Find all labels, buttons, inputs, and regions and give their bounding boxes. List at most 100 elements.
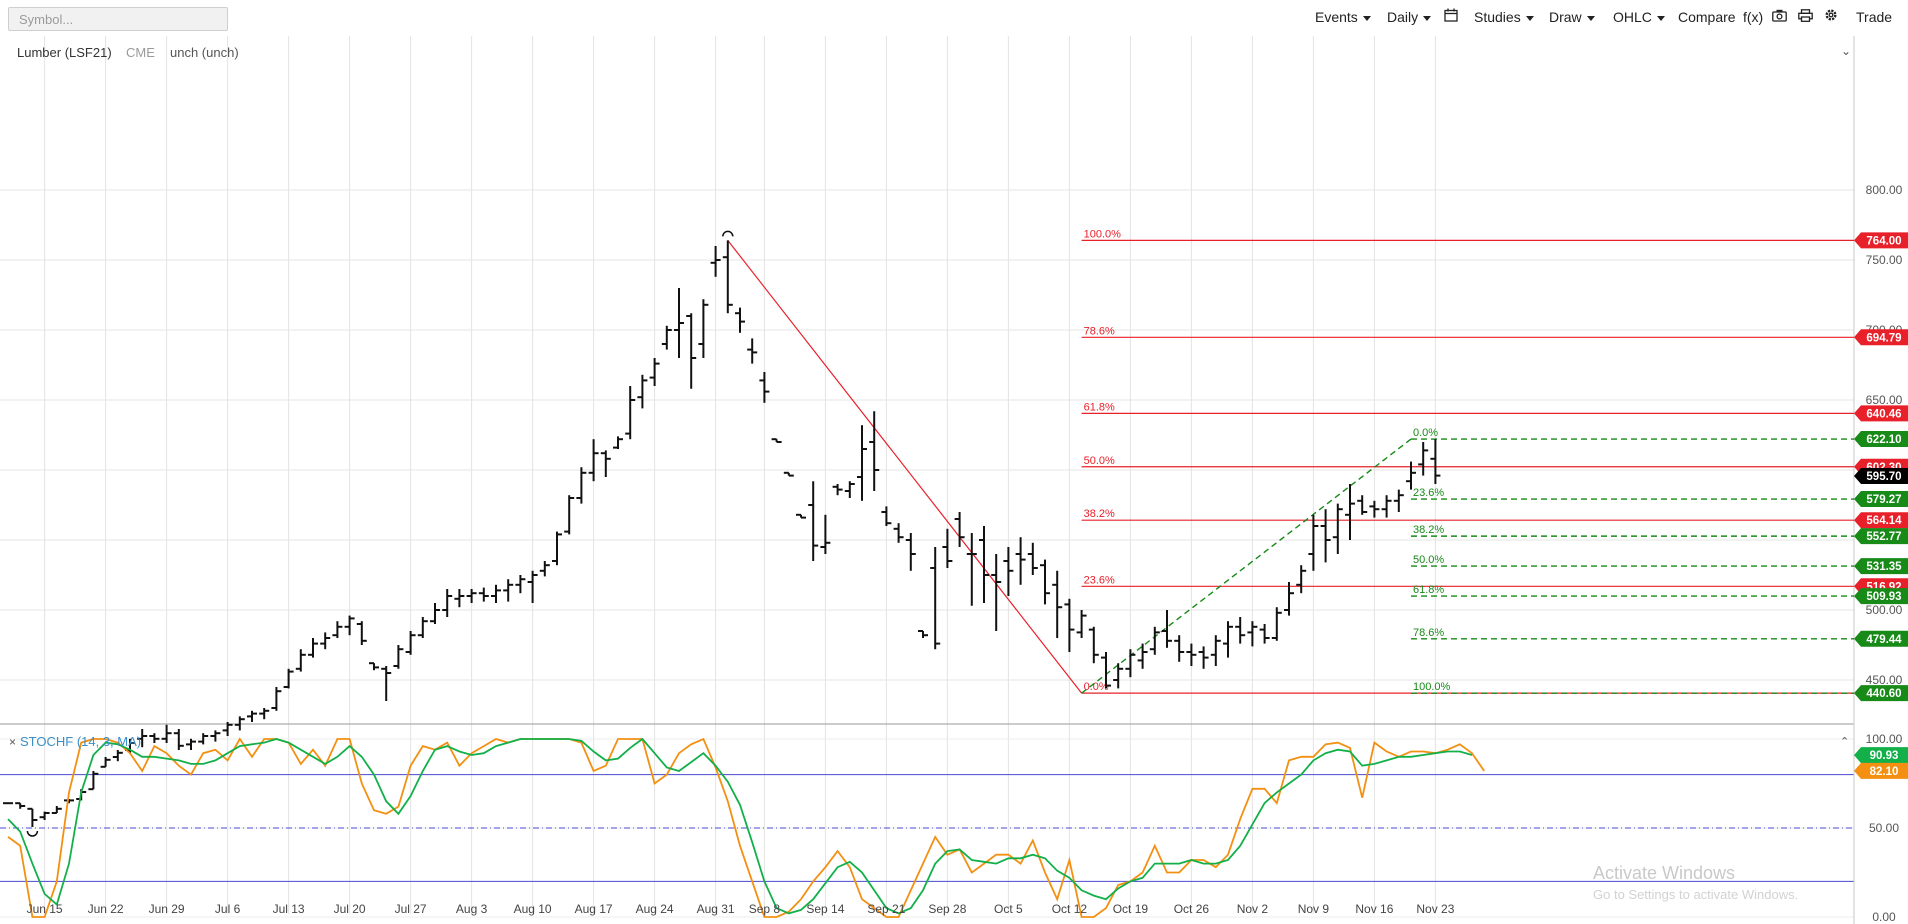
indicator-tick-label: 100.00 <box>1866 732 1903 746</box>
svg-text:595.70: 595.70 <box>1866 471 1901 483</box>
ohlc-bar <box>393 645 404 669</box>
ohlc-bar <box>893 523 904 543</box>
ohlc-bar <box>991 554 1002 631</box>
draw-menu[interactable]: Draw <box>1549 9 1595 25</box>
x-axis-label: Nov 23 <box>1416 902 1454 916</box>
calendar-icon[interactable] <box>1444 8 1458 25</box>
fib-level-label: 38.2% <box>1413 524 1444 536</box>
interval-menu[interactable]: Daily <box>1387 9 1432 25</box>
ohlc-bar <box>625 386 636 440</box>
chart-style-label: OHLC <box>1613 9 1652 25</box>
stoch-value-tag: 90.93 <box>1854 747 1908 764</box>
ohlc-bar <box>600 450 611 477</box>
x-axis-label: Aug 24 <box>636 902 674 916</box>
ohlc-bar <box>1259 624 1270 644</box>
svg-text:509.93: 509.93 <box>1866 591 1901 603</box>
ohlc-bar <box>613 436 623 449</box>
fib-trend-line-down <box>727 240 1083 694</box>
fib-level-label: 50.0% <box>1413 554 1444 566</box>
ohlc-bar <box>942 528 953 568</box>
ohlc-bar <box>173 729 184 750</box>
fib-level-label: 100.0% <box>1413 681 1451 693</box>
svg-text:764.00: 764.00 <box>1866 235 1901 247</box>
ohlc-bar <box>1381 495 1392 518</box>
x-axis-label: Aug 3 <box>456 902 488 916</box>
ohlc-bar <box>88 771 99 791</box>
ohlc-bar <box>381 666 392 701</box>
x-axis-label: Nov 2 <box>1237 902 1269 916</box>
price-change: unch (unch) <box>170 45 239 60</box>
ohlc-bar <box>1027 542 1038 575</box>
x-axis-label: Oct 19 <box>1113 902 1149 916</box>
ohlc-bar <box>234 716 245 731</box>
ohlc-bar <box>1088 626 1099 664</box>
fx-button[interactable]: f(x) <box>1743 9 1764 25</box>
last-price-tag: 595.70 <box>1854 468 1908 485</box>
svg-text:622.10: 622.10 <box>1866 434 1901 446</box>
ohlc-bar <box>1223 621 1233 658</box>
trade-button[interactable]: Trade <box>1856 9 1893 25</box>
ohlc-bar <box>454 589 465 608</box>
ohlc-bar <box>1198 646 1209 669</box>
ohlc-bar <box>637 374 648 409</box>
ohlc-bar <box>515 575 526 594</box>
exchange-label: CME <box>126 45 155 60</box>
x-axis-label: Aug 10 <box>514 902 552 916</box>
camera-icon[interactable] <box>1772 9 1787 25</box>
ohlc-bar <box>1101 652 1111 689</box>
ohlc-bar <box>320 632 331 650</box>
indicator-chevron-icon[interactable]: ⌃ <box>1840 736 1849 748</box>
ohlc-bar <box>137 729 148 748</box>
ohlc-bar <box>1332 503 1343 554</box>
ohlc-bar <box>1210 635 1221 666</box>
ohlc-bar <box>649 358 660 386</box>
compare-button[interactable]: Compare <box>1678 9 1736 25</box>
ohlc-bar <box>1137 643 1148 669</box>
ohlc-bar <box>491 584 501 603</box>
svg-text:552.77: 552.77 <box>1866 531 1901 543</box>
ohlc-bar <box>356 621 367 645</box>
ohlc-bar <box>1357 495 1368 515</box>
svg-text:82.10: 82.10 <box>1870 766 1899 778</box>
collapse-chevron-icon[interactable]: ⌄ <box>1841 44 1851 58</box>
close-icon[interactable]: × <box>9 735 16 749</box>
fib-level-label: 61.8% <box>1084 401 1115 413</box>
fib-level-label: 23.6% <box>1084 574 1115 586</box>
x-axis-label: Oct 5 <box>994 902 1023 916</box>
ohlc-bar <box>674 288 684 358</box>
ohlc-bar <box>1406 461 1416 490</box>
ohlc-bar <box>112 750 123 762</box>
print-icon[interactable] <box>1798 9 1813 25</box>
ohlc-bar <box>832 484 843 496</box>
fib-level-label: 78.6% <box>1084 325 1115 337</box>
ohlc-bar <box>161 724 172 743</box>
ohlc-bar <box>27 807 38 827</box>
ohlc-bar <box>478 587 489 602</box>
fib-level-label: 23.6% <box>1413 487 1444 499</box>
gear-icon[interactable] <box>1824 8 1838 25</box>
price-tick-label: 450.00 <box>1866 673 1903 687</box>
ohlc-bar <box>332 621 343 638</box>
ohlc-bar <box>39 811 50 820</box>
svg-text:440.60: 440.60 <box>1866 688 1901 700</box>
stoch-line-d <box>7 737 1473 915</box>
fib-level-label: 38.2% <box>1084 508 1115 520</box>
ohlc-bar <box>735 307 745 333</box>
chevron-down-icon <box>1525 15 1534 21</box>
ohlc-bar <box>222 722 233 736</box>
events-menu[interactable]: Events <box>1315 9 1371 25</box>
chart-style-menu[interactable]: OHLC <box>1613 9 1665 25</box>
symbol-search-input[interactable] <box>8 7 228 31</box>
price-tag: 440.60 <box>1854 685 1908 702</box>
ohlc-bar <box>100 757 111 768</box>
x-axis-label: Aug 31 <box>697 902 735 916</box>
ohlc-bar <box>686 313 697 389</box>
x-axis-label: Aug 17 <box>575 902 613 916</box>
ohlc-bar <box>796 513 806 519</box>
price-tag: 479.44 <box>1854 630 1908 647</box>
studies-menu[interactable]: Studies <box>1474 9 1534 25</box>
svg-text:564.14: 564.14 <box>1866 515 1902 527</box>
stoch-value-tag: 82.10 <box>1854 762 1908 779</box>
ohlc-bar <box>1345 484 1355 540</box>
